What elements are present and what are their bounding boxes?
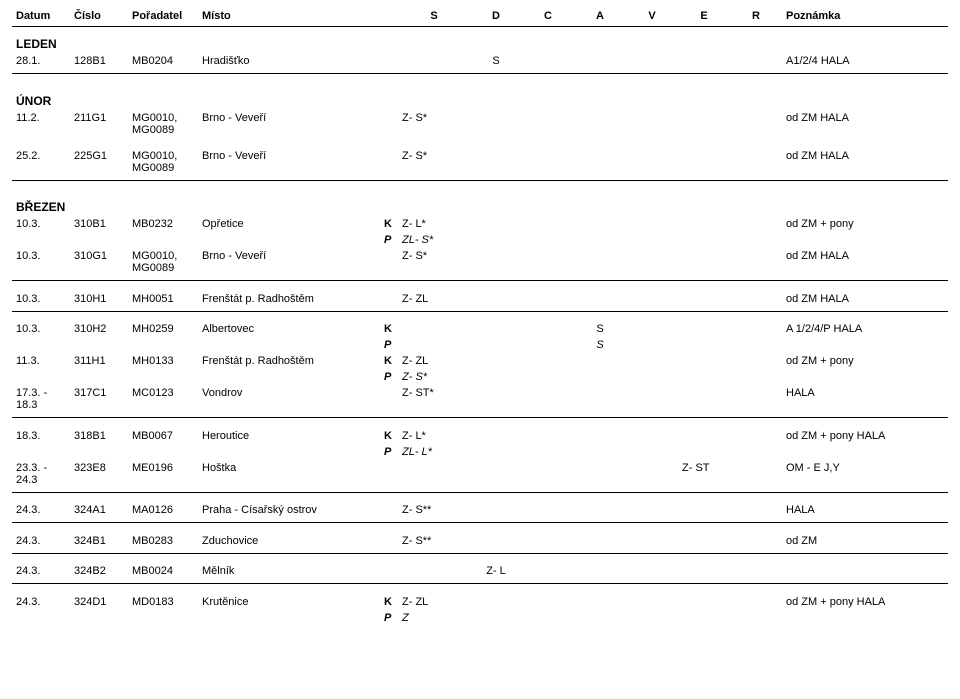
- table-row: 10.3. 310H1 MH0051 Frenštát p. Radhoštěm…: [12, 291, 948, 312]
- table-row: 24.3. 324B2 MB0024 Mělník Z- L: [12, 563, 948, 584]
- col-misto: Místo: [198, 8, 380, 27]
- table-row: P ZL- L*: [12, 444, 948, 460]
- col-poznamka: Poznámka: [782, 8, 948, 27]
- col-r: R: [730, 8, 782, 27]
- col-c: C: [522, 8, 574, 27]
- month-label: ÚNOR: [12, 84, 948, 110]
- table-row: 18.3. 318B1 MB0067 Heroutice K Z- L* od …: [12, 428, 948, 444]
- month-label: LEDEN: [12, 27, 948, 54]
- table-row: 11.3. 311H1 MH0133 Frenštát p. Radhoštěm…: [12, 353, 948, 369]
- table-row: 28.1. 128B1 MB0204 Hradišťko S A1/2/4 HA…: [12, 53, 948, 74]
- col-poradatel: Pořadatel: [128, 8, 198, 27]
- table-header: Datum Číslo Pořadatel Místo S D C A V E …: [12, 8, 948, 27]
- table-row: 10.3. 310G1 MG0010, MG0089 Brno - Veveří…: [12, 248, 948, 281]
- schedule-table: Datum Číslo Pořadatel Místo S D C A V E …: [12, 8, 948, 626]
- table-row: 10.3. 310B1 MB0232 Opřetice K Z- L* od Z…: [12, 216, 948, 232]
- table-row: P S: [12, 337, 948, 353]
- month-unor: ÚNOR 11.2. 211G1 MG0010, MG0089 Brno - V…: [12, 84, 948, 181]
- col-datum: Datum: [12, 8, 70, 27]
- table-row: 17.3. - 18.3 317C1 MC0123 Vondrov Z- ST*…: [12, 385, 948, 418]
- table-row: 24.3. 324A1 MA0126 Praha - Císařský ostr…: [12, 502, 948, 523]
- table-row: P Z: [12, 610, 948, 626]
- table-row: P Z- S*: [12, 369, 948, 385]
- month-brezen: BŘEZEN 10.3. 310B1 MB0232 Opřetice K Z- …: [12, 190, 948, 626]
- table-row: 23.3. - 24.3 323E8 ME0196 Hoštka Z- ST O…: [12, 460, 948, 493]
- table-row: 10.3. 310H2 MH0259 Albertovec K S A 1/2/…: [12, 321, 948, 337]
- month-label: BŘEZEN: [12, 190, 948, 216]
- col-s: S: [398, 8, 470, 27]
- col-d: D: [470, 8, 522, 27]
- table-row: 25.2. 225G1 MG0010, MG0089 Brno - Veveří…: [12, 148, 948, 181]
- table-row: P ZL- S*: [12, 232, 948, 248]
- col-v: V: [626, 8, 678, 27]
- col-a: A: [574, 8, 626, 27]
- table-row: 24.3. 324D1 MD0183 Krutěnice K Z- ZL od …: [12, 594, 948, 610]
- col-cislo: Číslo: [70, 8, 128, 27]
- table-row: 11.2. 211G1 MG0010, MG0089 Brno - Veveří…: [12, 110, 948, 138]
- col-e: E: [678, 8, 730, 27]
- table-row: 24.3. 324B1 MB0283 Zduchovice Z- S** od …: [12, 533, 948, 554]
- month-leden: LEDEN 28.1. 128B1 MB0204 Hradišťko S A1/…: [12, 27, 948, 74]
